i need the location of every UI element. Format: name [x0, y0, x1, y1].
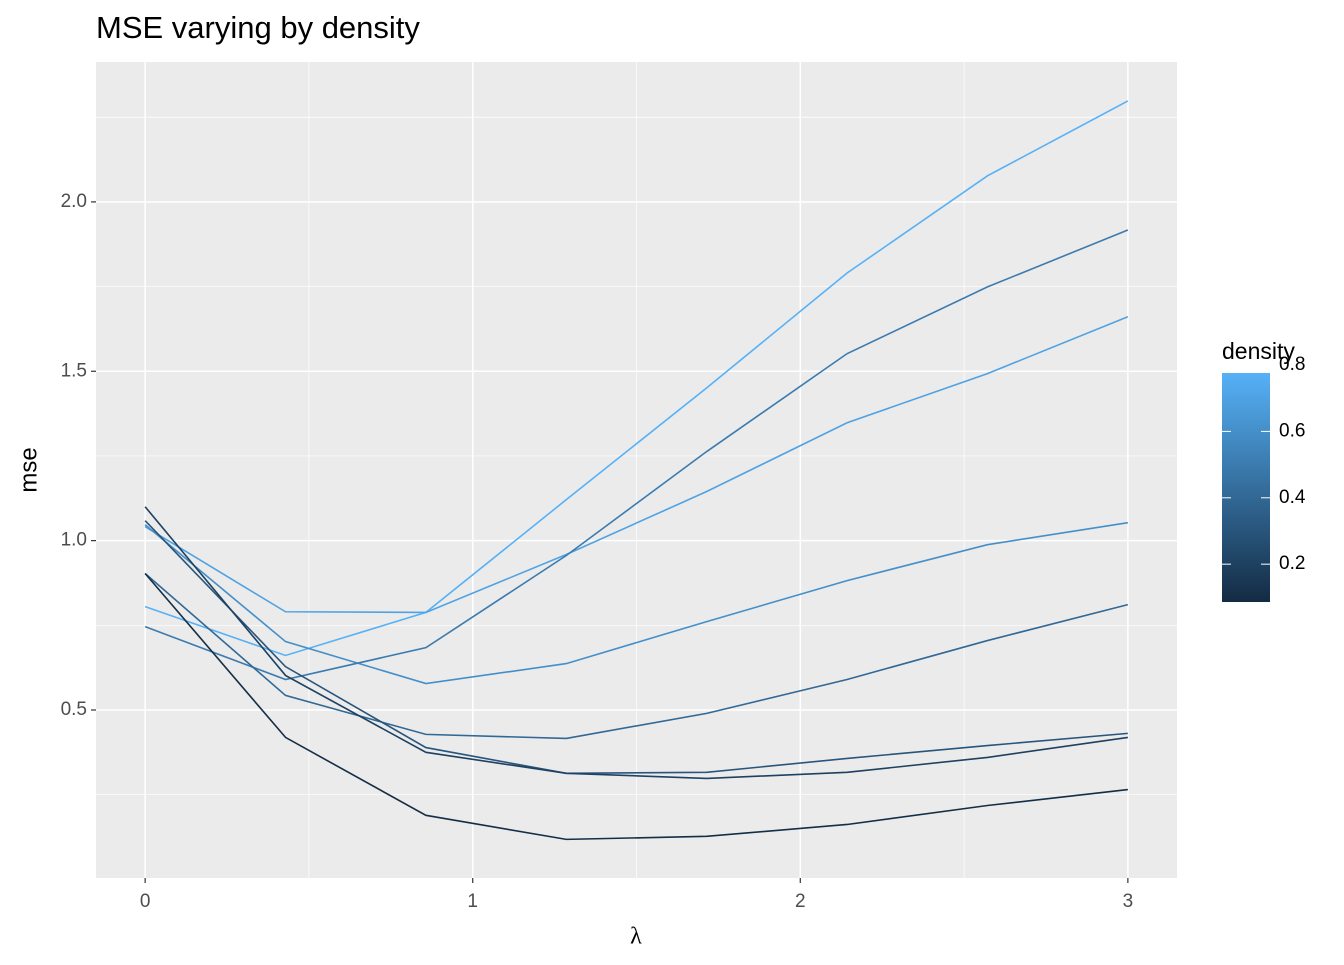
data-line: [144, 572, 1128, 841]
colorbar: [1222, 373, 1270, 602]
y-tick-label: 2.0: [61, 191, 87, 212]
y-tick-label: 1.0: [61, 530, 87, 551]
colorbar-tick-label: 0.2: [1279, 553, 1305, 574]
x-axis-label: λ: [630, 924, 642, 950]
x-tick-label: 2: [795, 891, 806, 912]
data-line: [144, 506, 1128, 780]
x-tick-label: 3: [1123, 891, 1134, 912]
y-axis-label: mse: [15, 447, 42, 492]
data-line: [144, 521, 1128, 685]
colorbar-tick-label: 0.4: [1279, 487, 1306, 508]
data-line: [144, 572, 1129, 740]
chart-title: MSE varying by density: [96, 10, 420, 45]
x-tick-label: 0: [140, 891, 151, 912]
data-line: [144, 315, 1129, 614]
colorbar-tick-label: 0.6: [1279, 420, 1305, 441]
data-line: [144, 229, 1129, 681]
data-line: [144, 520, 1128, 775]
colorbar-tick-label: 0.8: [1279, 354, 1305, 375]
y-tick-label: 1.5: [61, 360, 87, 381]
legend-title: density: [1222, 338, 1295, 364]
y-tick-label: 0.5: [61, 699, 87, 720]
x-tick-label: 1: [467, 891, 478, 912]
